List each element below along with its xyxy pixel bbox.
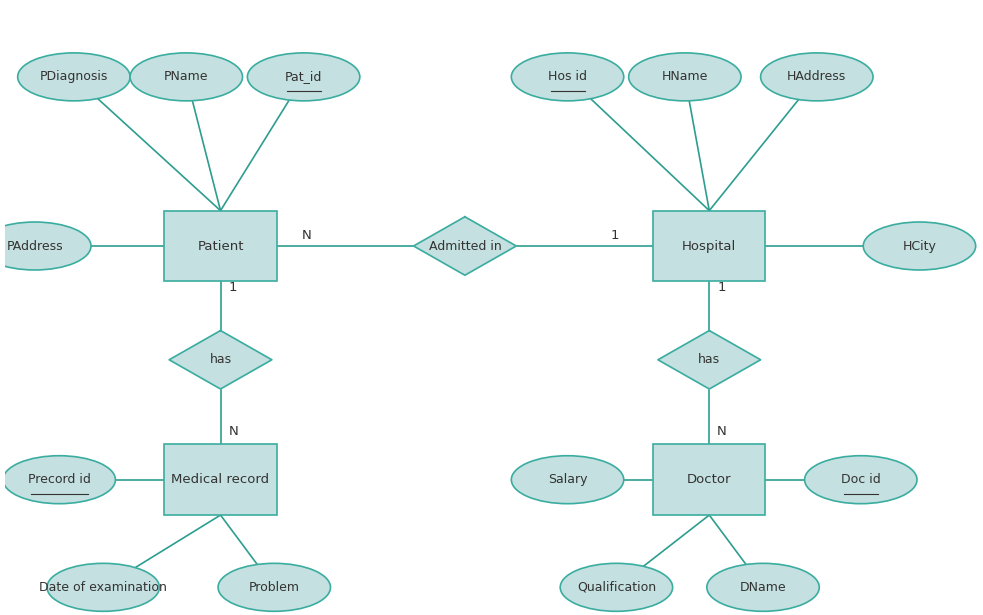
Text: Salary: Salary [548,473,587,486]
Text: has: has [209,353,232,367]
FancyBboxPatch shape [164,211,277,282]
Text: Problem: Problem [249,581,300,594]
Ellipse shape [511,456,624,504]
Ellipse shape [248,53,360,101]
Ellipse shape [629,53,741,101]
Text: N: N [228,425,238,438]
Ellipse shape [511,53,624,101]
Text: 1: 1 [718,281,726,295]
Ellipse shape [0,222,91,270]
Text: PName: PName [164,70,208,84]
Text: Qualification: Qualification [577,581,656,594]
Text: N: N [718,425,726,438]
Text: 1: 1 [610,229,618,242]
FancyBboxPatch shape [653,211,766,282]
Text: Patient: Patient [198,239,244,253]
Text: Hospital: Hospital [682,239,736,253]
Text: Date of examination: Date of examination [39,581,167,594]
FancyBboxPatch shape [653,444,766,515]
Text: has: has [698,353,721,367]
Text: PAddress: PAddress [7,239,63,253]
Ellipse shape [47,563,159,611]
Text: Pat_id: Pat_id [285,70,322,84]
Text: Precord id: Precord id [28,473,90,486]
Ellipse shape [805,456,917,504]
Text: HAddress: HAddress [787,70,846,84]
Text: DName: DName [740,581,786,594]
Ellipse shape [3,456,115,504]
Ellipse shape [18,53,130,101]
Ellipse shape [218,563,330,611]
Text: Hos id: Hos id [549,70,587,84]
FancyBboxPatch shape [164,444,277,515]
Ellipse shape [761,53,873,101]
Ellipse shape [707,563,819,611]
Polygon shape [658,331,761,389]
Text: Doctor: Doctor [687,473,731,486]
Text: Medical record: Medical record [171,473,269,486]
Text: Admitted in: Admitted in [429,239,501,253]
Polygon shape [414,217,516,276]
Text: PDiagnosis: PDiagnosis [39,70,108,84]
Text: Doc id: Doc id [840,473,881,486]
Ellipse shape [130,53,243,101]
Text: HName: HName [662,70,708,84]
Ellipse shape [560,563,672,611]
Text: 1: 1 [229,281,238,295]
Polygon shape [169,331,272,389]
Text: HCity: HCity [902,239,937,253]
Ellipse shape [863,222,976,270]
Text: N: N [302,229,312,242]
